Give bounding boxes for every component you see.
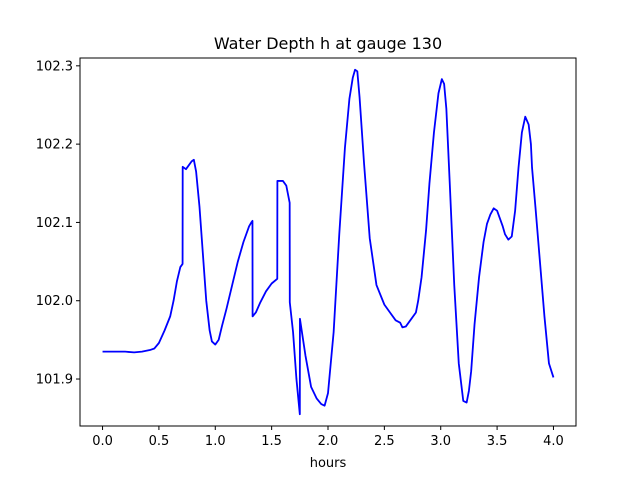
x-tick-label: 0.5 xyxy=(149,434,170,449)
x-tick-label: 1.0 xyxy=(205,434,226,449)
y-tick-label: 102.2 xyxy=(36,138,73,153)
x-tick-label: 4.0 xyxy=(543,434,564,449)
y-tick-label: 101.9 xyxy=(36,373,73,388)
plot-area xyxy=(79,57,577,427)
y-axis: 101.9 102.0 102.1 102.2 102.3 xyxy=(36,59,80,388)
x-tick-label: 1.5 xyxy=(261,434,282,449)
x-tick-label: 2.0 xyxy=(318,434,339,449)
y-tick-label: 102.0 xyxy=(36,294,73,309)
y-tick-label: 102.1 xyxy=(36,216,73,231)
x-axis-label: hours xyxy=(310,456,347,471)
plot-frame xyxy=(79,57,577,427)
x-axis: 0.0 0.5 1.0 1.5 2.0 2.5 3.0 3.5 4.0 xyxy=(92,426,564,449)
chart-title: Water Depth h at gauge 130 xyxy=(214,34,442,53)
x-tick-label: 3.5 xyxy=(487,434,508,449)
x-tick-label: 3.0 xyxy=(430,434,451,449)
x-tick-label: 0.0 xyxy=(92,434,113,449)
x-tick-label: 2.5 xyxy=(374,434,395,449)
series-line-0 xyxy=(102,68,555,416)
y-tick-label: 102.3 xyxy=(36,59,73,74)
